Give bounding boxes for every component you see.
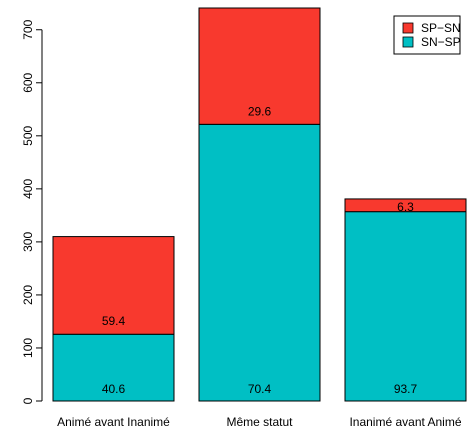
x-tick-label: Inanimé avant Animé [349,415,461,429]
bar-segment [344,211,467,402]
bar-segment [344,198,467,213]
data-labels: 40.6 59.4 70.4 29.6 93.7 6.3 [102,104,418,396]
y-tick-label: 100 [21,338,35,358]
bar-segment [198,7,321,125]
legend-label: SP−SN [421,21,461,35]
y-axis: 0 100 200 300 400 500 600 700 [21,19,43,404]
x-tick-label: Même statut [226,415,293,429]
y-tick-label: 0 [21,397,35,404]
y-tick-label: 500 [21,125,35,145]
data-label: 59.4 [102,314,126,328]
legend-label: SN−SP [421,35,461,49]
data-label: 93.7 [394,382,418,396]
y-tick-label: 300 [21,232,35,252]
y-tick-label: 200 [21,285,35,305]
bar-segment [52,236,175,335]
data-label: 70.4 [248,382,272,396]
data-label: 29.6 [248,104,272,118]
bar-segment [52,333,175,402]
x-axis-labels: Animé avant Inanimé Même statut Inanimé av… [57,415,462,429]
legend-box [393,15,461,55]
y-tick-label: 400 [21,179,35,199]
data-label: 40.6 [102,382,126,396]
x-tick-label: Animé avant Inanimé [57,415,170,429]
bars [52,7,467,402]
y-tick-label: 600 [21,72,35,92]
bar-segment [198,123,321,402]
legend-swatch [402,22,414,34]
y-tick-label: 700 [21,19,35,39]
legend-swatch [402,36,414,48]
data-label: 6.3 [397,200,414,214]
